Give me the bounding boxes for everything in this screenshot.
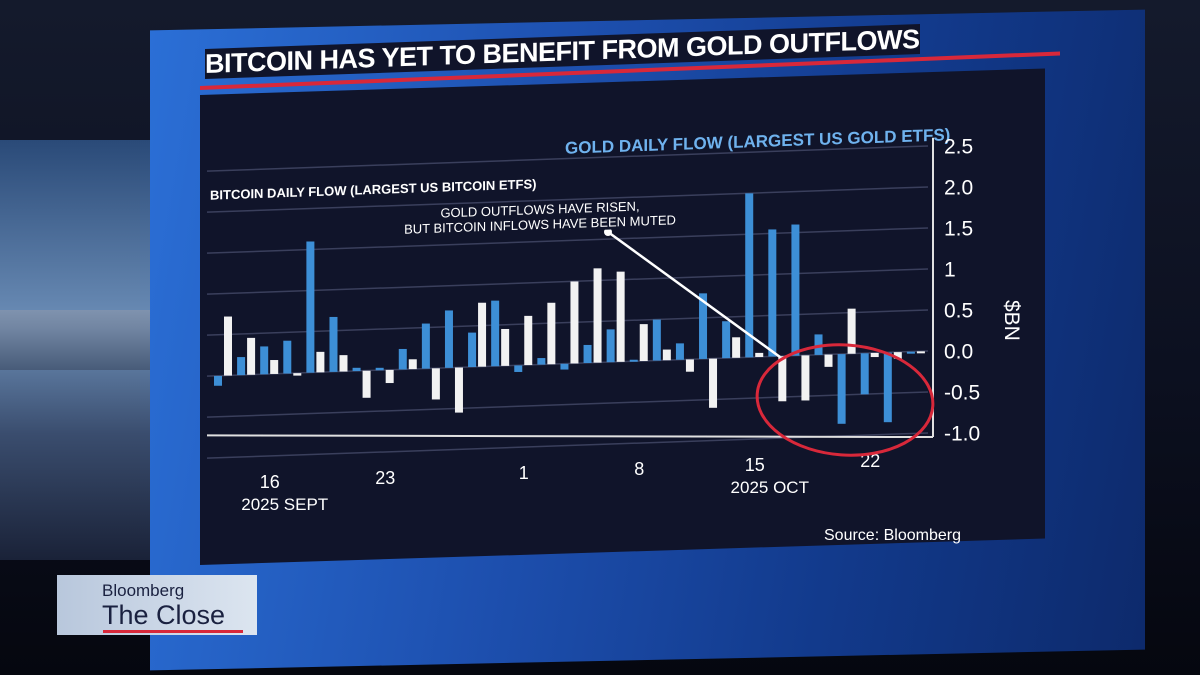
gold-bar	[629, 359, 638, 362]
x-tick-label: 16	[260, 472, 280, 492]
bitcoin-bar	[616, 271, 625, 362]
bitcoin-bar	[778, 356, 787, 402]
x-tick-label: 1	[519, 463, 529, 483]
gold-bar	[675, 343, 684, 360]
bitcoin-bar	[801, 355, 810, 401]
gold-bar	[398, 348, 407, 370]
gridline	[206, 227, 929, 254]
gold-bar	[306, 241, 315, 373]
gridline	[206, 145, 929, 172]
gold-bar	[260, 346, 269, 375]
gold-bar	[583, 344, 592, 363]
y-tick-label: -0.5	[944, 381, 980, 404]
studio-side-screen	[0, 140, 150, 560]
bitcoin-bar	[316, 351, 325, 373]
bitcoin-bar	[247, 337, 256, 375]
gridline	[206, 350, 929, 377]
bitcoin-bar	[385, 369, 394, 384]
y-tick-label: 1	[944, 258, 956, 281]
gold-bar	[745, 193, 754, 358]
bitcoin-bar	[916, 351, 925, 354]
bitcoin-bar	[431, 368, 440, 400]
bitcoin-bar	[639, 324, 648, 362]
gold-bar	[791, 224, 800, 356]
logo-underline	[103, 630, 243, 633]
bitcoin-bar	[270, 360, 279, 374]
highlight-circle	[755, 343, 935, 457]
y-tick-label: 0.5	[944, 299, 973, 322]
bitcoin-bar	[662, 349, 671, 361]
gold-bar	[883, 352, 892, 423]
gold-bar	[652, 319, 661, 361]
bitcoin-bar	[593, 268, 602, 363]
x-tick-month-label: 2025 SEPT	[241, 495, 328, 514]
gold-bar	[906, 351, 915, 354]
bitcoin-bar	[732, 337, 741, 358]
bitcoin-bar	[685, 359, 694, 372]
gold-bar	[352, 367, 361, 372]
bitcoin-bar	[224, 316, 232, 376]
city-skyline	[0, 310, 150, 370]
gold-bar	[699, 293, 708, 359]
y-tick-label: -1.0	[944, 422, 980, 445]
gold-bar	[837, 354, 846, 424]
bitcoin-bar	[408, 359, 417, 370]
gold-bar	[375, 367, 384, 371]
bitcoin-bar	[547, 302, 556, 365]
bitcoin-bar	[454, 367, 463, 413]
bitcoin-bar	[362, 370, 371, 398]
gold-bar	[329, 316, 338, 372]
y-tick-label: 2.0	[944, 176, 973, 199]
gold-bar	[514, 365, 523, 372]
gold-bar	[421, 323, 430, 369]
bitcoin-bar	[293, 373, 302, 376]
bitcoin-bar	[870, 352, 879, 358]
show-logo: Bloomberg The Close	[57, 575, 257, 635]
gold-bar	[860, 353, 869, 395]
y-tick-label: 2.5	[944, 135, 973, 158]
bitcoin-bar	[847, 308, 856, 354]
gold-bar	[537, 358, 546, 365]
source-note: Source: Bloomberg	[824, 527, 961, 544]
bitcoin-bar	[709, 358, 718, 408]
gold-bar	[560, 363, 569, 370]
bitcoin-bar	[755, 352, 764, 357]
gold-bar	[283, 340, 292, 374]
x-tick-month-label: 2025 OCT	[731, 478, 809, 497]
x-tick-label: 8	[634, 459, 644, 479]
y-tick-label: 0.0	[944, 340, 973, 363]
gridline	[206, 309, 929, 336]
x-tick-label: 15	[745, 455, 765, 475]
bitcoin-bar	[478, 302, 487, 367]
gold-bar	[722, 321, 731, 359]
logo-show-name: The Close	[102, 600, 226, 630]
gold-bar	[214, 375, 222, 386]
annotation-pointer	[607, 230, 781, 359]
bitcoin-bar	[893, 352, 902, 359]
y-axis-label: $BN	[1000, 300, 1023, 341]
y-tick-label: 1.5	[944, 217, 973, 240]
x-tick-label: 23	[375, 468, 395, 488]
gold-bar	[468, 332, 477, 368]
gold-bar	[491, 300, 500, 367]
gold-bar	[444, 310, 453, 368]
gridline	[206, 391, 929, 418]
gold-bar	[237, 357, 246, 376]
bitcoin-bar	[501, 328, 510, 366]
bitcoin-bar	[339, 355, 348, 372]
gridline	[206, 268, 929, 295]
x-axis-line	[206, 434, 934, 439]
gold-bar	[768, 229, 777, 357]
logo-brand: Bloomberg	[102, 581, 185, 600]
bitcoin-bar	[824, 354, 833, 367]
bitcoin-bar	[570, 281, 579, 364]
gridline	[206, 186, 929, 213]
gold-bar	[606, 329, 615, 363]
bitcoin-bar	[524, 315, 533, 366]
